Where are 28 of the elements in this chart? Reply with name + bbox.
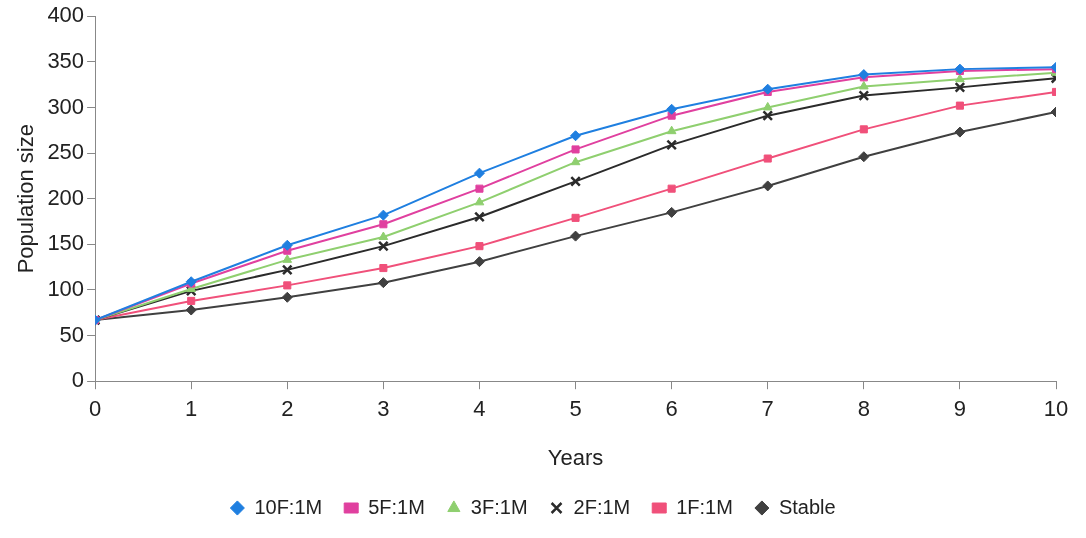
x-tick-label: 3 xyxy=(377,396,390,422)
x-axis-title: Years xyxy=(547,444,604,470)
y-tick-label: 0 xyxy=(71,367,85,393)
x-tick-label: 7 xyxy=(761,396,774,422)
legend-label: 10F:1M xyxy=(254,495,323,518)
legend-label: 3F:1M xyxy=(470,495,528,518)
y-tick-label: 200 xyxy=(47,184,85,210)
y-axis-title: Population size xyxy=(13,124,39,274)
y-tick-label: 150 xyxy=(47,230,85,256)
y-tick-label: 250 xyxy=(47,139,85,165)
x-tick-label: 4 xyxy=(473,396,486,422)
x-tick-label: 6 xyxy=(665,396,678,422)
y-tick-label: 50 xyxy=(59,321,85,347)
legend-label: 2F:1M xyxy=(573,495,631,518)
legend-label: 5F:1M xyxy=(368,495,425,518)
y-tick-label: 300 xyxy=(47,93,85,119)
x-tick-label: 2 xyxy=(281,396,294,422)
x-tick-label: 9 xyxy=(953,396,967,422)
legend-label: Stable xyxy=(778,495,836,518)
y-tick-label: 350 xyxy=(47,47,85,73)
x-tick-label: 8 xyxy=(857,396,870,422)
x-tick-label: 1 xyxy=(185,396,198,422)
x-tick-label: 0 xyxy=(88,396,102,422)
x-tick-label: 5 xyxy=(569,396,582,422)
x-tick-label: 10 xyxy=(1043,396,1069,422)
y-tick-label: 100 xyxy=(47,276,85,302)
y-tick-label: 400 xyxy=(47,2,85,28)
legend-label: 1F:1M xyxy=(676,495,733,518)
